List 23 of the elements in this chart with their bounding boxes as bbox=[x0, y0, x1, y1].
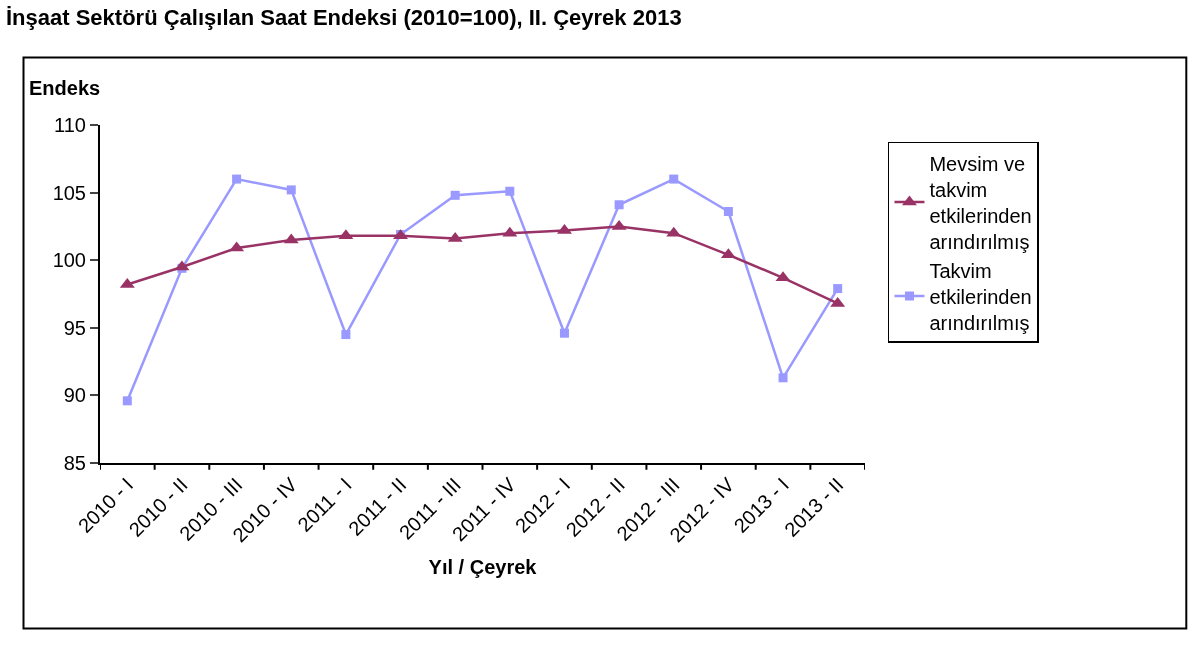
point bbox=[341, 330, 351, 340]
point bbox=[669, 174, 679, 184]
point bbox=[450, 190, 460, 200]
y-tick-label: 95 bbox=[63, 316, 86, 339]
point bbox=[723, 207, 733, 217]
chart-title: İnşaat Sektörü Çalışılan Saat Endeksi (2010=100), II. Çeyrek 2013 bbox=[6, 5, 682, 31]
point bbox=[232, 174, 242, 184]
y-tick-label: 90 bbox=[63, 384, 86, 407]
point bbox=[833, 284, 843, 294]
y-axis-title: Endeks bbox=[29, 77, 101, 99]
y-tick-label: 85 bbox=[63, 452, 86, 474]
point bbox=[778, 373, 788, 383]
y-tick-label: 100 bbox=[52, 249, 86, 272]
legend-label: Mevsim ve takvim etkilerinden arındırılmış bbox=[929, 152, 1032, 253]
y-tick-label: 105 bbox=[52, 181, 86, 204]
point bbox=[559, 328, 569, 338]
point bbox=[286, 185, 296, 195]
legend-label: Takvim etkilerinden arındırılmış bbox=[929, 259, 1032, 334]
y-tick-label: 110 bbox=[54, 114, 86, 136]
point bbox=[122, 396, 132, 406]
point bbox=[614, 200, 624, 210]
point bbox=[505, 186, 515, 196]
x-axis-title: Yıl / Çeyrek bbox=[428, 556, 538, 579]
